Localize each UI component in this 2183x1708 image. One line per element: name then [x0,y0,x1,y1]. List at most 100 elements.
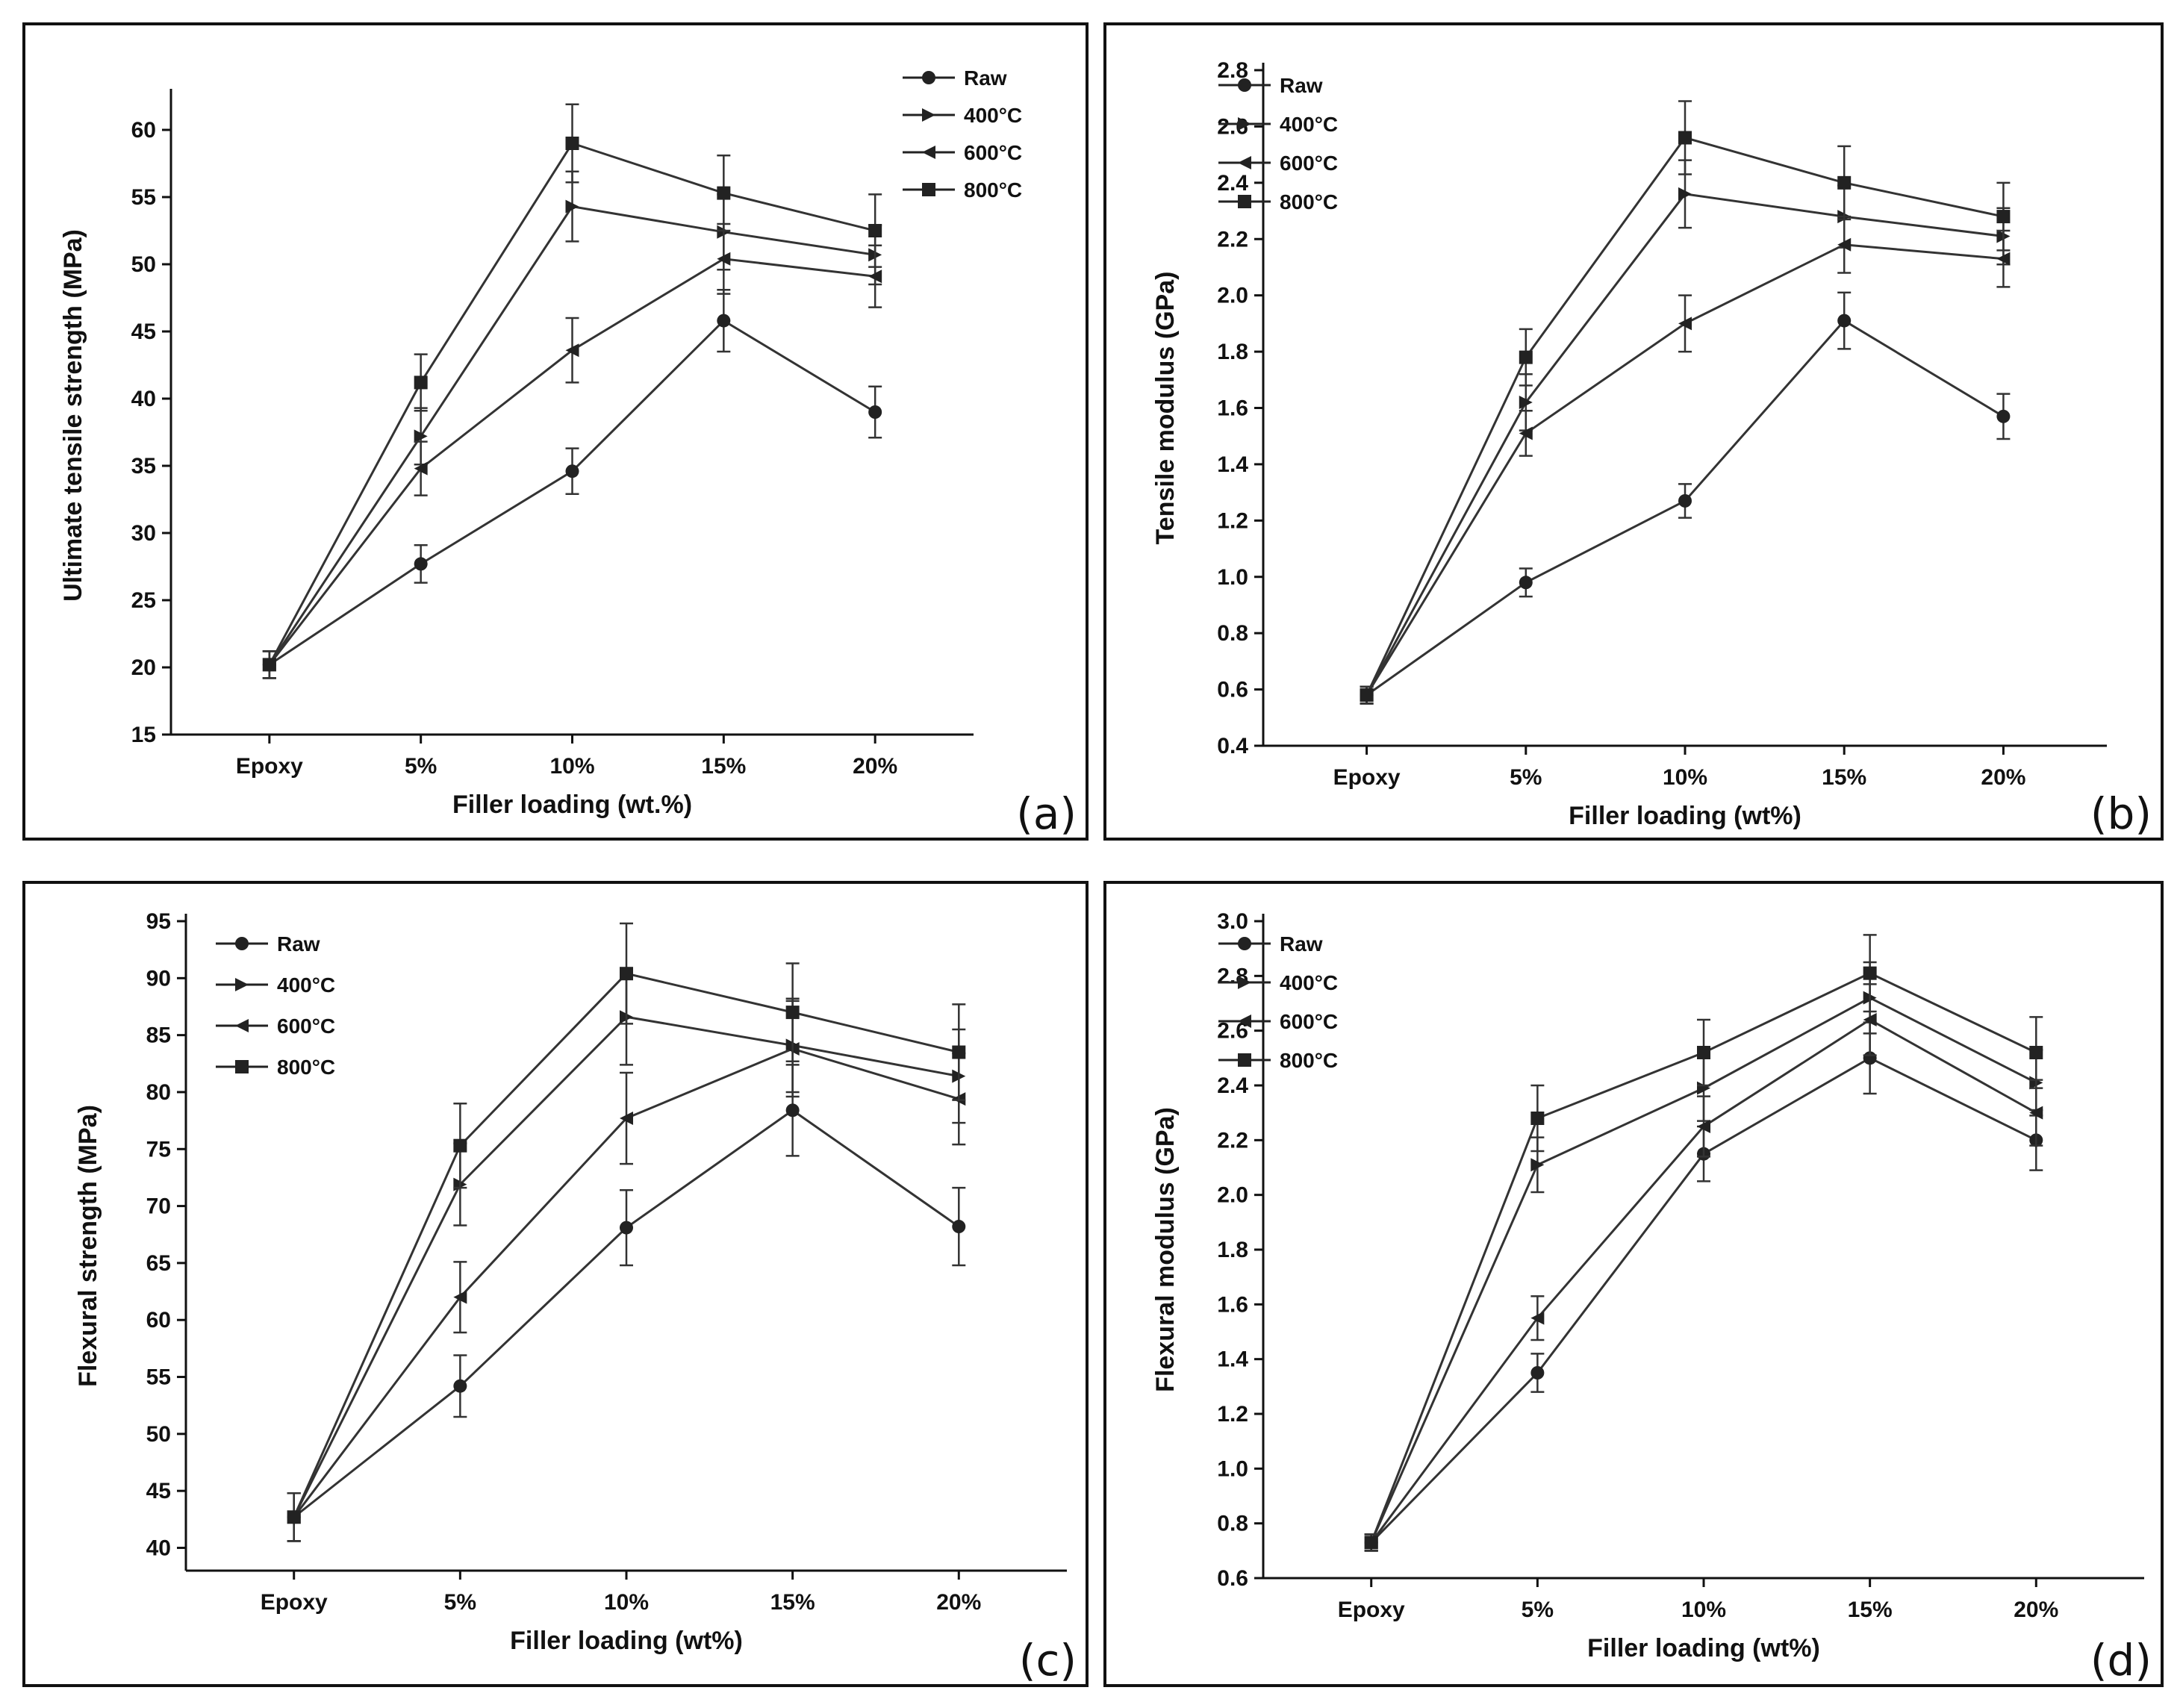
y-tick-label: 55 [131,185,156,210]
data-point [453,1138,467,1153]
legend-label: Raw [277,932,320,956]
x-tick-label: Epoxy [261,1590,328,1615]
y-tick-label: 0.4 [1217,734,1248,758]
data-point [2029,1106,2043,1120]
legend-label: 800°C [1280,1049,1338,1072]
y-tick-label: 55 [146,1365,171,1390]
y-axis-title: Flexural modulus (GPa) [1151,1107,1180,1392]
y-tick-label: 1.8 [1217,340,1248,364]
y-tick-label: 1.0 [1217,565,1248,590]
data-point [1519,350,1533,364]
data-point [1996,252,2011,266]
data-point [1530,1112,1545,1125]
y-tick-label: 0.8 [1217,621,1248,646]
data-point [717,314,731,328]
data-point [868,405,882,419]
legend-label: Raw [1280,74,1323,97]
y-tick-label: 1.2 [1217,1402,1248,1427]
x-tick-label: Epoxy [1333,765,1401,790]
data-point [1530,1366,1545,1380]
y-tick-label: 60 [131,118,156,143]
data-point [1519,395,1533,409]
y-tick-label: 0.6 [1217,1566,1248,1591]
data-point [717,186,731,200]
y-tick-label: 1.4 [1217,452,1248,477]
legend-label: 400°C [277,973,335,997]
legend-marker [235,978,249,991]
legend-label: 600°C [964,141,1022,164]
y-tick-label: 0.8 [1217,1512,1248,1536]
data-point [952,1045,966,1059]
legend-marker [1238,117,1251,131]
data-point [785,1103,800,1118]
data-point [620,1112,633,1126]
legend-label: 600°C [1280,1010,1338,1033]
data-point [1678,493,1692,508]
y-tick-label: 45 [146,1479,171,1503]
x-tick-label: 5% [444,1590,476,1615]
legend-marker [235,1060,249,1073]
series-3 [1364,934,2043,1552]
panel-label: (a) [1016,788,1077,839]
x-tick-label: 20% [2014,1598,2058,1622]
data-point [1697,1046,1710,1059]
data-point [565,464,579,479]
y-axis-title: Tensile modulus (GPa) [1151,272,1180,545]
legend-marker [1238,937,1251,950]
series-2 [287,1000,966,1542]
legend-label: 800°C [1280,190,1338,214]
x-tick-label: Epoxy [1338,1598,1405,1622]
legend-label: Raw [964,66,1007,90]
data-point [1678,317,1692,331]
data-point [287,1510,301,1524]
legend-label: 400°C [964,104,1022,127]
y-tick-label: 3.0 [1217,909,1248,934]
x-axis-title: Filler loading (wt.%) [452,791,692,819]
legend-marker [1238,1014,1251,1028]
data-point [868,224,882,237]
x-axis-title: Filler loading (wt%) [1587,1634,1820,1662]
data-point [620,967,633,981]
data-point [1863,966,1877,980]
chart-svg-d: 0.60.81.01.21.41.61.82.02.22.42.62.83.0E… [1151,909,2152,1686]
series-3 [262,103,882,679]
data-point [565,343,579,358]
y-tick-label: 2.0 [1217,1183,1248,1208]
legend-marker [235,937,249,950]
series-line [268,205,876,666]
legend-marker [922,71,935,84]
legend-label: 600°C [1280,152,1338,175]
data-point [868,269,882,284]
legend-marker [922,146,935,159]
series-2 [262,222,882,679]
series-line [1365,193,2004,696]
data-point [565,199,579,214]
data-point [1837,175,1852,190]
data-point [565,137,579,150]
data-point [414,429,428,443]
x-tick-label: 20% [853,754,897,779]
y-tick-label: 0.6 [1217,678,1248,702]
data-point [1697,1120,1710,1133]
y-tick-label: 50 [146,1422,171,1447]
x-tick-label: 15% [1848,1598,1893,1622]
x-tick-label: 10% [1663,765,1707,790]
y-tick-label: 50 [131,252,156,277]
x-tick-label: 10% [604,1590,649,1615]
x-tick-label: 5% [405,754,437,779]
x-tick-label: Epoxy [236,754,303,779]
legend-label: Raw [1280,932,1323,956]
chart-panel-a: 15 20 25 30 35 40 45 50 55 60 Epoxy 5% 10% 15% 20% Fill… [22,22,1089,841]
y-tick-label: 1.2 [1217,508,1248,533]
legend-marker [922,108,935,122]
x-tick-label: 5% [1510,765,1542,790]
y-tick-label: 2.4 [1217,171,1248,196]
data-point [1678,131,1692,145]
y-tick-label: 25 [131,588,156,613]
panel-label: (b) [2090,788,2152,839]
series-1 [1360,159,2011,705]
data-point [1360,688,1374,702]
chart-panel-b: 0.4 0.6 0.8 1.0 1.2 1.4 1.6 1.8 2.0 2.2 2.4 2.6 2.8 E… [1103,22,2164,841]
y-tick-label: 1.6 [1217,1292,1248,1317]
data-point [262,658,276,672]
